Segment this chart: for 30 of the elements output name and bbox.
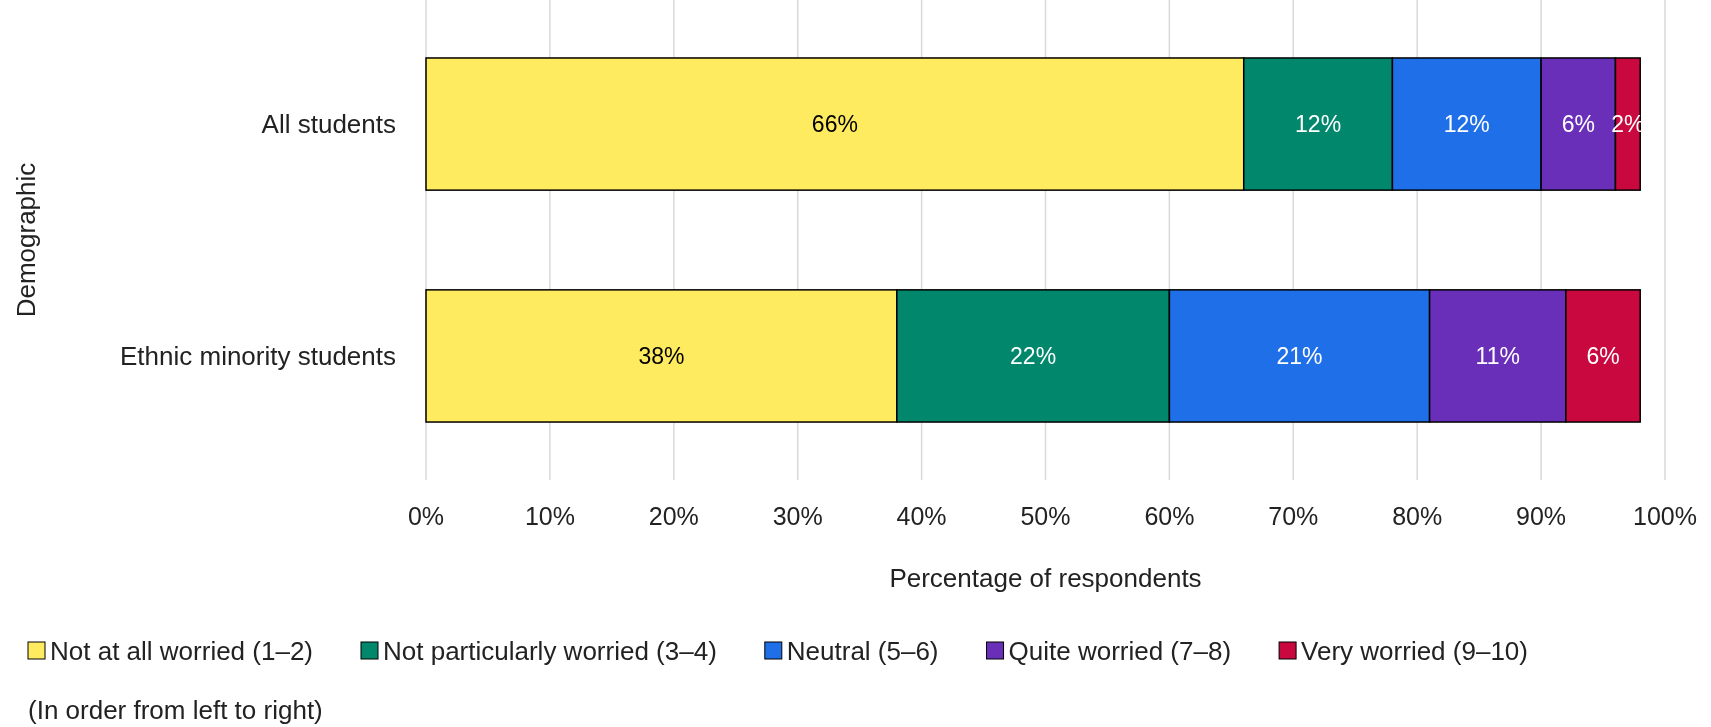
y-tick-label: Ethnic minority students — [119, 341, 396, 372]
x-tick-label: 60% — [1144, 502, 1195, 530]
data-label: 6% — [1586, 342, 1620, 369]
text: (In order from left to right) — [28, 695, 323, 726]
y-axis-title: Demographic — [11, 162, 41, 318]
x-tick-label: 80% — [1392, 502, 1443, 530]
data-label: 12% — [1443, 111, 1490, 138]
x-tick-label: 50% — [1020, 502, 1071, 530]
legend-label: Quite worried (7–8) — [1008, 636, 1232, 667]
data-label: 11% — [1475, 342, 1520, 369]
data-label: 12% — [1295, 111, 1342, 138]
x-tick-label: 20% — [648, 502, 699, 530]
data-label: 21% — [1276, 342, 1323, 369]
legend-label: Not particularly worried (3–4) — [383, 636, 717, 667]
data-label: 6% — [1561, 111, 1595, 138]
data-label: 38% — [638, 342, 685, 369]
legend-label: Not at all worried (1–2) — [50, 636, 313, 667]
x-tick-label: 0% — [407, 502, 445, 530]
x-tick-label: 90% — [1516, 502, 1567, 530]
data-label: 66% — [811, 111, 858, 138]
x-tick-label: 40% — [896, 502, 947, 530]
x-tick-label: 70% — [1268, 502, 1319, 530]
legend-label: Neutral (5–6) — [786, 636, 939, 667]
legend-label: Very worried (9–10) — [1301, 636, 1528, 667]
x-axis-title: Percentage of respondents — [889, 563, 1202, 593]
x-tick-label: 10% — [524, 502, 575, 530]
data-label: 22% — [1010, 342, 1057, 369]
x-tick-label: 100% — [1633, 502, 1697, 530]
x-tick-label: 30% — [772, 502, 823, 530]
y-tick-label: All students — [261, 109, 396, 140]
